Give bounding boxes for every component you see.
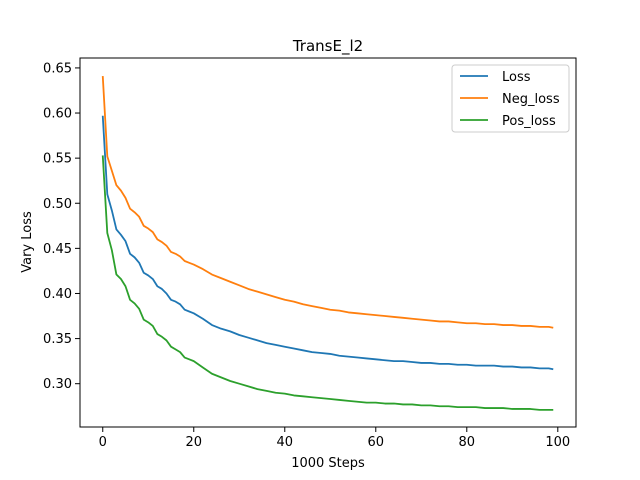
series-line-neg-loss	[101, 75, 554, 329]
y-tick-label: 0.40	[43, 287, 72, 302]
x-tick-label: 60	[368, 435, 385, 450]
legend-label-neg-loss: Neg_loss	[502, 92, 560, 107]
y-tick-label: 0.60	[43, 107, 72, 122]
y-tick-label: 0.50	[43, 197, 72, 212]
x-tick-label: 20	[185, 435, 202, 450]
y-axis-title: Vary Loss	[20, 211, 35, 273]
x-axis-title: 1000 Steps	[291, 456, 365, 471]
series-line-loss	[101, 115, 554, 371]
plot-lines	[101, 75, 554, 411]
y-tick-label: 0.65	[43, 61, 72, 76]
y-tick-label: 0.55	[43, 152, 72, 167]
y-tick-label: 0.35	[43, 332, 72, 347]
series-line-pos-loss	[101, 155, 554, 411]
legend-box	[451, 64, 570, 133]
plot-frame	[79, 57, 577, 428]
x-tick-label: 100	[545, 435, 570, 450]
y-tick-label: 0.45	[43, 242, 72, 257]
chart-title: TransE_l2	[292, 37, 363, 56]
x-tick-label: 0	[99, 435, 107, 450]
x-tick-label: 40	[276, 435, 293, 450]
legend-label-pos-loss: Pos_loss	[502, 114, 556, 129]
y-tick-label: 0.30	[43, 377, 72, 392]
axes-layer: 0 20 40 60 80 100 0.30 0.35 0.40 0.45 0.50 0.55 0.60…	[43, 61, 570, 450]
legend-label-loss: Loss	[502, 70, 531, 85]
legend: Loss Neg_loss Pos_loss	[451, 64, 570, 133]
x-tick-label: 80	[459, 435, 476, 450]
